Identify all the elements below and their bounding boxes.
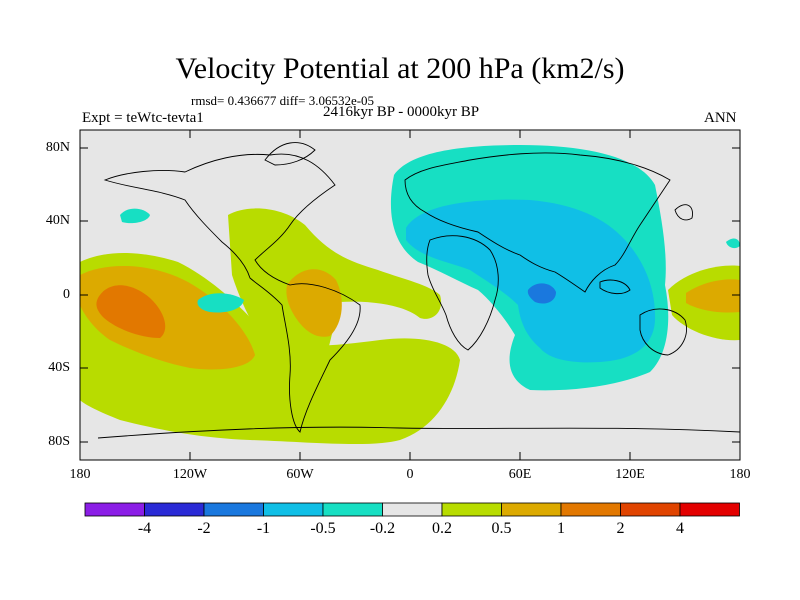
colorbar-label-4: -0.2: [369, 520, 396, 537]
lon-ticks: [189, 130, 631, 460]
period-label: 2416kyr BP - 0000kyr BP: [323, 104, 480, 120]
plot-title: Velocity Potential at 200 hPa (km2/s): [175, 52, 625, 85]
season-label: ANN: [704, 110, 737, 126]
colorbar-label-6: 0.5: [491, 520, 512, 537]
lat-label-40s: 40S: [48, 360, 70, 375]
coastlines: [97, 142, 740, 439]
lat-label-80n: 80N: [45, 140, 70, 155]
contour-neg-0.2-atlantic: [197, 293, 244, 313]
contour-pos-0.5-americas: [286, 269, 342, 337]
stats-line: rmsd= 0.436677 diff= 3.06532e-05: [191, 93, 375, 108]
colorbar-box-8: [560, 502, 621, 517]
colorbar-label-3: -0.5: [310, 520, 336, 537]
colorbar-box-3: [263, 502, 324, 517]
colorbar-box-0: [84, 502, 145, 517]
lon-label-120w: 120W: [172, 467, 208, 482]
contour-neg-1: [527, 283, 556, 304]
colorbar-box-4: [322, 502, 383, 517]
colorbar-label-9: 4: [676, 520, 684, 537]
lon-label-180e: 180: [729, 467, 751, 482]
colorbar-box-2: [203, 502, 264, 517]
contour-neg-0.2-east-spot: [726, 238, 740, 249]
lat-label-0: 0: [63, 287, 70, 302]
colorbar-box-5: [382, 502, 443, 517]
map-panel: [80, 130, 740, 460]
colorbar-box-10: [679, 502, 740, 517]
lon-label-180w: 180: [69, 467, 91, 482]
contour-pos-0.5-east: [686, 279, 740, 313]
lat-label-80s: 80S: [48, 434, 70, 449]
colorbar: [84, 502, 740, 517]
colorbar-label-7: 1: [557, 520, 565, 537]
colorbar-label-2: -1: [256, 520, 271, 537]
colorbar-label-1: -2: [197, 520, 211, 537]
colorbar-label-5: 0.2: [432, 520, 452, 537]
contour-neg-0.2-north-pacific: [120, 208, 150, 224]
lon-label-60e: 60E: [508, 467, 532, 482]
lat-ticks: [80, 147, 740, 443]
colorbar-box-9: [620, 502, 681, 517]
contour-neg-0.5: [406, 199, 656, 363]
lon-label-120e: 120E: [615, 467, 645, 482]
contour-pos-1-pacific: [96, 285, 166, 338]
lon-label-60w: 60W: [286, 467, 314, 482]
lat-label-40n: 40N: [45, 213, 70, 228]
colorbar-label-0: -4: [137, 520, 152, 537]
colorbar-label-8: 2: [616, 520, 625, 537]
colorbar-box-6: [441, 502, 502, 517]
colorbar-box-7: [501, 502, 562, 517]
colorbar-box-1: [144, 502, 205, 517]
lon-label-0: 0: [406, 467, 414, 482]
experiment-label: Expt = teWtc-tevta1: [82, 110, 204, 126]
